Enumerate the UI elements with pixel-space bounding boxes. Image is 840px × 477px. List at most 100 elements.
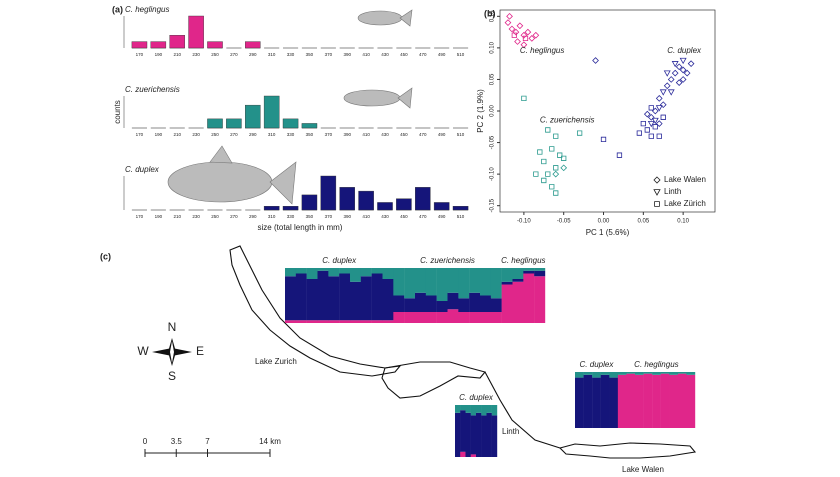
x-tick-label: 230 xyxy=(192,214,200,219)
x-tick-label: 490 xyxy=(438,132,446,137)
admixture-segment xyxy=(469,268,481,293)
admixture-segment xyxy=(470,405,477,416)
annotation: C. heglingus xyxy=(520,46,564,55)
admixture-segment xyxy=(458,312,470,323)
x-tick-label: -0.10 xyxy=(517,219,531,225)
x-tick-label: 350 xyxy=(306,52,314,57)
x-tick-label: 410 xyxy=(362,132,370,137)
x-tick-label: 510 xyxy=(457,214,465,219)
x-tick-label: 370 xyxy=(325,214,333,219)
admixture-segment xyxy=(393,312,405,323)
bar xyxy=(452,206,469,211)
annotation: C. duplex xyxy=(667,46,702,55)
bar xyxy=(282,118,299,129)
point xyxy=(683,69,691,77)
point xyxy=(552,170,560,178)
point xyxy=(663,82,671,90)
scale-label: 3.5 xyxy=(171,437,183,446)
legend-marker xyxy=(653,176,661,184)
admixture-segment xyxy=(512,268,524,279)
group-label: C. duplex xyxy=(580,360,615,369)
admixture-segment xyxy=(592,372,601,378)
point xyxy=(675,79,683,86)
admixture-segment xyxy=(669,372,679,375)
admixture-segment xyxy=(617,374,627,428)
admixture-segment xyxy=(460,405,466,411)
admixture-segment xyxy=(486,412,492,457)
x-axis-label: PC 1 (5.6%) xyxy=(586,228,630,237)
x-tick-label: 170 xyxy=(136,214,144,219)
admixture-segment xyxy=(501,284,513,323)
point xyxy=(520,31,528,39)
x-tick-label: 470 xyxy=(419,214,427,219)
admixture-segment xyxy=(425,312,437,323)
y-tick-label: 0.10 xyxy=(490,41,496,53)
admixture-segment xyxy=(382,279,394,321)
admixture-segment xyxy=(328,320,340,323)
x-tick-label: 290 xyxy=(249,132,257,137)
scale-label: 7 xyxy=(205,437,210,446)
admixture-segment xyxy=(436,301,448,312)
x-tick-label: 510 xyxy=(457,52,465,57)
x-tick-label: 0.10 xyxy=(677,219,689,225)
point xyxy=(541,177,547,184)
legend-label: Lake Zürich xyxy=(664,199,706,208)
point xyxy=(671,61,679,68)
point xyxy=(533,171,539,177)
admixture-segment xyxy=(339,268,351,274)
point xyxy=(671,69,679,77)
histogram-title: C. duplex xyxy=(125,165,160,174)
x-tick-label: 210 xyxy=(173,52,181,57)
point xyxy=(651,117,659,125)
x-tick-label: 370 xyxy=(325,132,333,137)
group-label: C. duplex xyxy=(322,256,357,265)
point xyxy=(506,12,513,20)
x-tick-label: 490 xyxy=(438,52,446,57)
x-tick-label: 450 xyxy=(400,214,408,219)
admixture-segment xyxy=(660,373,670,428)
x-tick-label: 170 xyxy=(136,52,144,57)
admixture-segment xyxy=(350,268,362,282)
legend-label: Linth xyxy=(664,187,681,196)
admixture-segment xyxy=(660,372,670,374)
admixture-segment xyxy=(317,320,329,323)
admixture-segment xyxy=(501,281,513,285)
bar xyxy=(320,175,337,211)
x-tick-label: 510 xyxy=(457,132,465,137)
admixture-segment xyxy=(306,320,318,323)
admixture-segment xyxy=(447,309,459,323)
admixture-segment xyxy=(455,405,461,413)
point xyxy=(667,89,675,96)
admixture-segment xyxy=(583,374,593,428)
admixture-segment xyxy=(350,281,362,321)
x-tick-label: 290 xyxy=(249,214,257,219)
admixture-segment xyxy=(470,454,477,457)
admixture-segment xyxy=(458,298,470,312)
admixture-segment xyxy=(635,374,644,428)
admixture-segment xyxy=(460,410,466,452)
compass-label: W xyxy=(137,344,149,358)
x-tick-label: 270 xyxy=(230,132,238,137)
bar xyxy=(377,202,393,211)
x-tick-label: 0.05 xyxy=(637,219,649,225)
admixture-segment xyxy=(486,405,492,413)
admixture-segment xyxy=(360,268,372,277)
y-tick-label: -0.15 xyxy=(490,198,496,212)
point xyxy=(663,70,671,77)
admixture-segment xyxy=(339,273,351,321)
x-tick-label: 330 xyxy=(287,214,295,219)
x-tick-label: 170 xyxy=(136,132,144,137)
map-label: Lake Walen xyxy=(622,465,664,474)
admixture-segment xyxy=(600,374,610,428)
admixture-segment xyxy=(523,268,535,271)
point xyxy=(537,149,543,155)
x-tick-label: 430 xyxy=(381,52,389,57)
bar xyxy=(131,41,148,49)
admixture-segment xyxy=(481,415,487,457)
x-tick-label: 210 xyxy=(173,132,181,137)
admixture-segment xyxy=(512,281,524,323)
x-tick-label: 270 xyxy=(230,214,238,219)
admixture-segment xyxy=(447,292,459,310)
y-tick-label: 0.15 xyxy=(490,10,496,22)
admixture-segment xyxy=(404,312,416,323)
